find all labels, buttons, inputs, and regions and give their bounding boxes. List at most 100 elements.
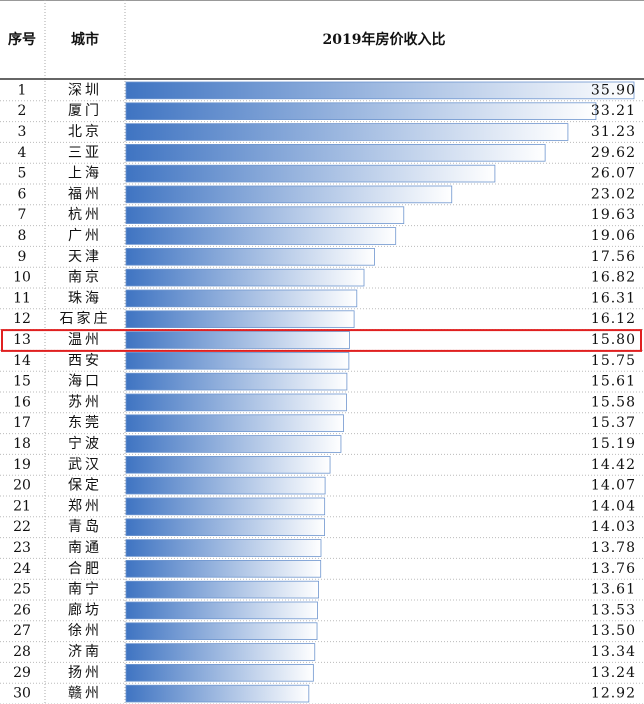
rank: 1: [18, 82, 27, 98]
bar: [125, 310, 355, 328]
rank: 27: [13, 623, 31, 639]
value-label: 16.12: [591, 311, 636, 327]
city: 厦门: [68, 103, 102, 119]
value-label: 12.92: [591, 686, 636, 702]
value-label: 14.07: [591, 478, 636, 494]
city: 合肥: [68, 561, 102, 577]
city: 苏州: [68, 394, 102, 410]
value-label: 15.19: [591, 436, 636, 452]
value-label: 19.63: [591, 207, 636, 223]
rank: 8: [18, 228, 27, 244]
value-label: 29.62: [591, 145, 636, 161]
rank: 19: [13, 457, 31, 473]
city: 扬州: [68, 665, 102, 681]
city: 上海: [68, 166, 102, 182]
value-label: 13.78: [591, 540, 636, 556]
value-label: 13.34: [591, 644, 636, 660]
value-label: 31.23: [591, 124, 636, 140]
value-label: 19.06: [591, 228, 636, 244]
rank: 6: [18, 186, 27, 202]
bar: [125, 123, 569, 141]
bar: [125, 372, 348, 391]
rank: 2: [18, 103, 27, 119]
city: 东莞: [68, 415, 102, 431]
rank: 5: [18, 166, 27, 182]
header: 2019年房价收入比: [323, 31, 446, 48]
city: 天津: [68, 249, 102, 265]
rank: 11: [13, 290, 31, 306]
bar: [125, 476, 326, 495]
city: 赣州: [68, 686, 102, 702]
rank: 15: [13, 374, 31, 390]
city: 南通: [68, 540, 102, 556]
bar: [125, 435, 342, 453]
city: 杭州: [68, 207, 102, 223]
city: 南京: [68, 270, 102, 286]
value-label: 16.82: [591, 270, 636, 286]
rank: 3: [18, 124, 27, 140]
bar: [125, 351, 350, 370]
city: 海口: [68, 374, 102, 390]
bar: [125, 268, 365, 287]
city: 济南: [68, 644, 102, 660]
rank: 10: [13, 270, 31, 286]
city: 郑州: [68, 498, 102, 514]
city: 广州: [68, 228, 102, 244]
city: 武汉: [68, 457, 102, 473]
value-label: 13.50: [591, 623, 636, 639]
city: 南宁: [68, 581, 102, 598]
bar: [125, 664, 314, 682]
value-label: 15.80: [591, 332, 636, 348]
bar: [125, 102, 597, 121]
bar: [125, 81, 635, 100]
bar: [125, 455, 331, 474]
bar: [125, 393, 347, 412]
city: 三亚: [68, 145, 102, 161]
rank: 9: [18, 249, 27, 265]
value-label: 13.53: [591, 602, 636, 618]
bar: [125, 247, 375, 266]
city: 西安: [68, 353, 102, 369]
rank: 20: [13, 478, 31, 494]
bar: [125, 684, 310, 703]
bar: [125, 164, 496, 183]
rank: 30: [13, 686, 31, 702]
value-label: 16.31: [591, 290, 636, 306]
value-label: 23.02: [591, 186, 636, 202]
rank: 4: [18, 145, 27, 161]
rank: 22: [13, 519, 31, 535]
rank: 29: [13, 665, 31, 681]
city: 徐州: [68, 623, 102, 639]
bar: [125, 601, 318, 620]
bar: [125, 622, 318, 640]
rank: 13: [13, 332, 31, 348]
value-label: 13.61: [591, 582, 636, 598]
rank: 23: [13, 540, 31, 556]
rank: 25: [13, 582, 31, 598]
rank: 17: [13, 415, 31, 431]
value-label: 13.76: [591, 561, 636, 577]
value-label: 15.75: [591, 353, 636, 369]
city: 温州: [68, 332, 102, 348]
city: 福州: [68, 186, 102, 202]
bar: [125, 560, 322, 578]
city: 青岛: [68, 519, 102, 535]
city: 石家庄: [60, 310, 111, 327]
bar: [125, 497, 326, 516]
bar: [125, 227, 397, 245]
rank: 21: [13, 498, 31, 514]
rank: 18: [13, 436, 31, 452]
header: 城市: [71, 31, 99, 48]
bar: [125, 414, 344, 432]
value-label: 15.58: [591, 394, 636, 410]
value-label: 14.04: [591, 498, 636, 514]
value-label: 33.21: [591, 103, 636, 119]
rank: 28: [13, 644, 31, 660]
rank: 26: [13, 602, 31, 618]
value-label: 14.42: [591, 457, 636, 473]
value-label: 13.24: [591, 665, 636, 681]
rank: 7: [18, 207, 27, 223]
value-label: 15.61: [591, 374, 636, 390]
value-label: 35.90: [591, 82, 636, 98]
